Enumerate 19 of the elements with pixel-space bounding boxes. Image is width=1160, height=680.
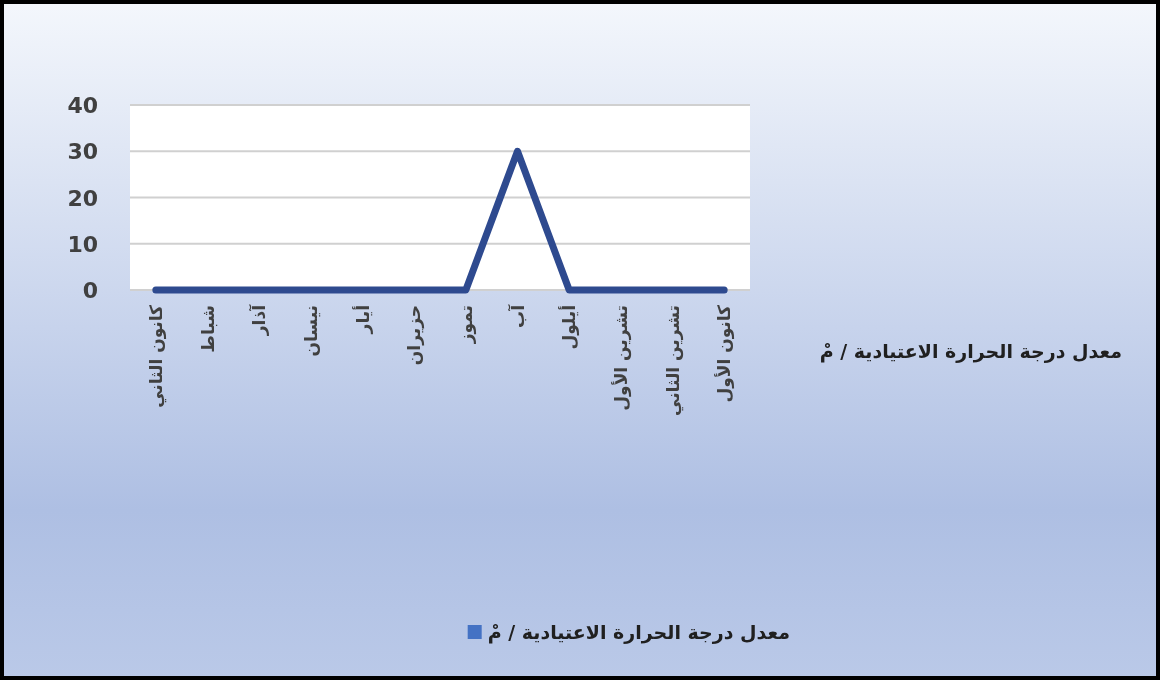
x-tick-label: آب [506,303,528,328]
x-tick-label: شباط [197,305,218,353]
y-tick-label: 30 [67,139,98,165]
y-tick-label: 40 [67,93,98,118]
legend: معدل درجة الحرارة الاعتيادية / مْ [467,621,790,643]
y-tick-label: 10 [67,231,98,257]
x-tick-label: كانون الأول [714,304,736,403]
x-tick-label: تموز [455,305,477,345]
x-tick-label: تشرين الثاني [662,305,684,416]
x-tick-label: نيسان [300,305,321,357]
y-tick-label: 0 [82,278,98,303]
x-tick-label: آذار [248,303,270,337]
y-tick-label: 20 [67,185,98,211]
x-tick-label: تشرين الأول [610,305,632,411]
x-tick-label: حزيران [404,305,426,366]
text: معدل درجة الحرارة الاعتيادية / مْ [819,340,1122,363]
x-tick-label: كانون الثاني [145,304,167,408]
x-tick-label: أيلول [558,305,581,350]
x-tick-label: أيار [351,305,373,335]
